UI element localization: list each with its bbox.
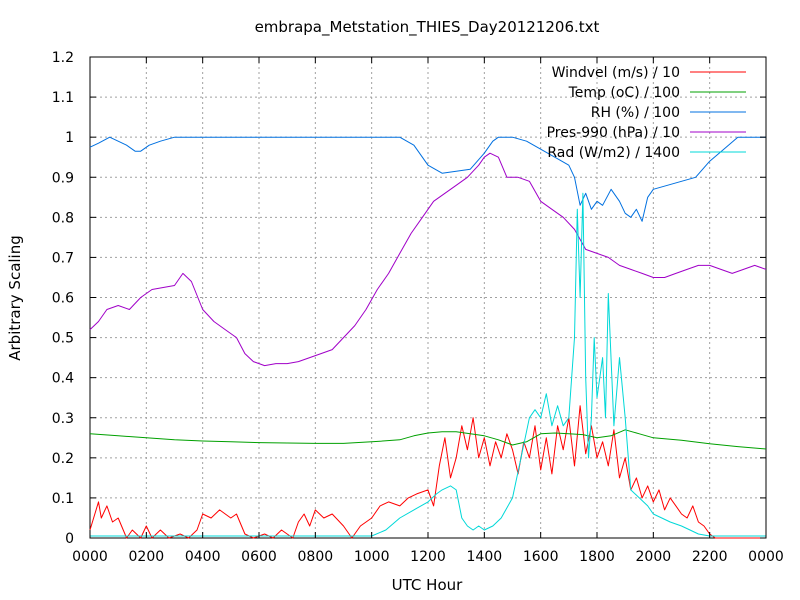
legend-label-2: Temp (oC) / 100 xyxy=(568,85,680,101)
x-tick-label: 0400 xyxy=(185,549,221,565)
x-tick-label: 0000 xyxy=(748,549,784,565)
x-tick-label: 0000 xyxy=(72,549,108,565)
legend-label-5: Rad (W/m2) / 1400 xyxy=(547,145,680,161)
y-tick-label: 0.8 xyxy=(52,210,74,226)
x-tick-label: 1000 xyxy=(354,549,390,565)
y-tick-label: 0.7 xyxy=(52,250,74,266)
series-line-5 xyxy=(90,192,766,537)
y-tick-label: 0.3 xyxy=(52,411,74,427)
y-tick-label: 1.2 xyxy=(52,50,74,66)
series-line-1 xyxy=(89,405,766,539)
y-axis-label: Arbitrary Scaling xyxy=(6,235,24,361)
y-tick-label: 0.5 xyxy=(52,331,74,347)
y-tick-label: 1.1 xyxy=(52,90,74,106)
x-axis-label: UTC Hour xyxy=(392,576,463,594)
x-tick-label: 1600 xyxy=(523,549,559,565)
series-line-2 xyxy=(89,429,767,450)
y-tick-label: 0.6 xyxy=(52,291,74,307)
y-tick-label: 0.2 xyxy=(52,451,74,467)
legend-label-4: Pres-990 (hPa) / 10 xyxy=(547,125,680,141)
series-line-4 xyxy=(89,152,767,367)
axis-ticks: 0000 0200 0400 0600 0800 1000 1200 1400 1600 1800… xyxy=(52,50,784,565)
x-tick-label: 1400 xyxy=(467,549,503,565)
y-tick-label: 0.9 xyxy=(52,170,74,186)
chart-title: embrapa_Metstation_THIES_Day20121206.txt xyxy=(255,18,600,37)
y-tick-label: 1 xyxy=(65,130,74,146)
x-tick-label: 0200 xyxy=(129,549,165,565)
legend-label-3: RH (%) / 100 xyxy=(591,105,680,121)
x-tick-label: 1200 xyxy=(410,549,446,565)
y-tick-label: 0.4 xyxy=(52,371,74,387)
series-layer xyxy=(89,136,767,539)
legend-label-1: Windvel (m/s) / 10 xyxy=(552,65,680,81)
y-tick-label: 0.1 xyxy=(52,491,74,507)
legend: Windvel (m/s) / 10 Temp (oC) / 100 RH (%) … xyxy=(547,65,746,161)
x-tick-label: 1800 xyxy=(579,549,615,565)
y-tick-label: 0 xyxy=(65,531,74,547)
x-tick-label: 0600 xyxy=(241,549,277,565)
x-tick-label: 0800 xyxy=(298,549,334,565)
x-tick-label: 2000 xyxy=(636,549,672,565)
x-tick-label: 2200 xyxy=(692,549,728,565)
series-line-3 xyxy=(89,136,766,222)
